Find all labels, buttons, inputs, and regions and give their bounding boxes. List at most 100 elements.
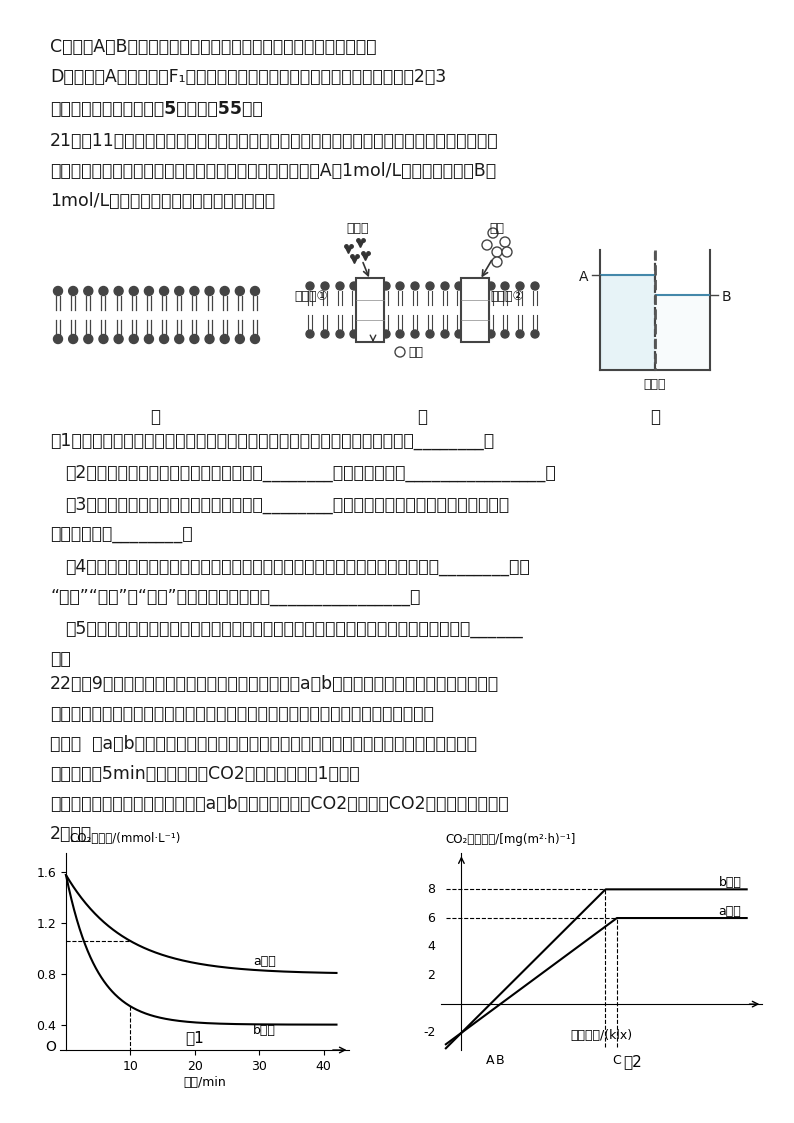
Text: 1mol/L的乳酸溶液，请据图回答以下问题：: 1mol/L的乳酸溶液，请据图回答以下问题：: [50, 192, 276, 210]
Text: 实验（假设两组实验在相同且适宜的温度下进行，且忽略光照对呼吸作用的影响）。: 实验（假设两组实验在相同且适宜的温度下进行，且忽略光照对呼吸作用的影响）。: [50, 705, 434, 723]
Circle shape: [306, 282, 314, 290]
Circle shape: [68, 286, 78, 295]
Circle shape: [516, 282, 524, 290]
Circle shape: [160, 286, 168, 295]
Circle shape: [455, 330, 463, 338]
Circle shape: [250, 286, 260, 295]
Text: D．让果蜗A与实验二中F₁代褐眼雄果蜗杂交，其后代出现褐眼果蜗的概率是2／3: D．让果蜗A与实验二中F₁代褐眼雄果蜗杂交，其后代出现褐眼果蜗的概率是2／3: [50, 69, 446, 86]
Circle shape: [382, 330, 390, 338]
Text: （5）如果把图乙的磷脂分子在空气和水的界面上单分子连续排列，则其表面积大约是其______: （5）如果把图乙的磷脂分子在空气和水的界面上单分子连续排列，则其表面积大约是其_…: [65, 620, 522, 638]
Circle shape: [99, 335, 108, 344]
Circle shape: [84, 286, 93, 295]
Text: 4: 4: [428, 940, 435, 953]
Text: A: A: [579, 270, 588, 284]
Circle shape: [441, 330, 449, 338]
Circle shape: [205, 286, 214, 295]
Circle shape: [336, 282, 344, 290]
Text: CO₂的吸收量/[mg(m²·h)⁻¹]: CO₂的吸收量/[mg(m²·h)⁻¹]: [446, 833, 576, 847]
Circle shape: [220, 286, 229, 295]
Circle shape: [68, 335, 78, 344]
Text: 实验二给予不同强度的光照，测定a、b两种植物叶片的CO2吸收量和CO2释放量，结果如图: 实验二给予不同强度的光照，测定a、b两种植物叶片的CO2吸收量和CO2释放量，结…: [50, 795, 509, 813]
Text: -2: -2: [423, 1026, 435, 1039]
Text: （4）如果用图甲所示人工膜作为图丙中的半透膜，则液面不再变化时，左侧液面________（填: （4）如果用图甲所示人工膜作为图丙中的半透膜，则液面不再变化时，左侧液面____…: [65, 558, 530, 576]
Circle shape: [426, 282, 434, 290]
Circle shape: [53, 286, 63, 295]
Circle shape: [395, 347, 405, 357]
Text: 半透膜: 半透膜: [644, 378, 666, 391]
Text: 甲: 甲: [150, 408, 160, 426]
Text: （3）将图乙所示细胞置于蒸馏水中，由于________，该细胞会吸水涨破，溢出细胞外的主: （3）将图乙所示细胞置于蒸馏水中，由于________，该细胞会吸水涨破，溢出细…: [65, 496, 509, 514]
Text: 要物质应该是________。: 要物质应该是________。: [50, 526, 193, 544]
Circle shape: [382, 282, 390, 290]
Circle shape: [175, 286, 183, 295]
Text: C．果蜗A、B为不同的突变类型，突变后的基因均有一定的致死效应: C．果蜗A、B为不同的突变类型，突变后的基因均有一定的致死效应: [50, 38, 376, 56]
Text: 测量付每陈5min测定小室中的CO2浓度，结果如图1所示。: 测量付每陈5min测定小室中的CO2浓度，结果如图1所示。: [50, 765, 360, 783]
Text: 8: 8: [427, 883, 435, 896]
Text: B: B: [722, 290, 731, 304]
Circle shape: [426, 330, 434, 338]
Text: （2）图乙中，葡萄糖进入红细胞的方式是________，判断的依据是________________。: （2）图乙中，葡萄糖进入红细胞的方式是________，判断的依据是______…: [65, 464, 556, 482]
Circle shape: [500, 237, 510, 247]
Text: 实验一  将a、b两种植物的叶片分别放置在相同的密闭小室中，给予充足的光照，利用红外: 实验一 将a、b两种植物的叶片分别放置在相同的密闭小室中，给予充足的光照，利用红…: [50, 734, 477, 754]
Circle shape: [53, 335, 63, 344]
Text: 蛋白质①: 蛋白质①: [295, 290, 328, 302]
Circle shape: [455, 282, 463, 290]
Circle shape: [492, 247, 502, 257]
Text: 丙: 丙: [650, 408, 660, 426]
Circle shape: [220, 335, 229, 344]
Text: 葡萄糖: 葡萄糖: [347, 222, 369, 235]
Text: 三、非选择题：本题包括5小题，全55分。: 三、非选择题：本题包括5小题，全55分。: [50, 100, 263, 118]
Text: 图1: 图1: [186, 1030, 204, 1044]
Circle shape: [350, 282, 358, 290]
Circle shape: [501, 282, 509, 290]
Text: 6: 6: [428, 912, 435, 924]
Text: O: O: [45, 1041, 56, 1054]
Circle shape: [350, 330, 358, 338]
Text: 21．（11分）如图所示，图甲为由磷脂分子合成的人工膜的结构示意图，图乙为人的成熟红细: 21．（11分）如图所示，图甲为由磷脂分子合成的人工膜的结构示意图，图乙为人的成…: [50, 133, 499, 150]
Text: a植物: a植物: [719, 905, 742, 919]
Text: 蛋白质②: 蛋白质②: [490, 290, 524, 302]
Text: “高于”“低于”或“等于”）右侧液面，原因是________________。: “高于”“低于”或“等于”）右侧液面，原因是________________。: [50, 588, 420, 606]
Circle shape: [250, 335, 260, 344]
Circle shape: [396, 282, 404, 290]
Circle shape: [321, 330, 329, 338]
Bar: [356, 279, 384, 343]
Text: 2所示。: 2所示。: [50, 825, 92, 843]
Circle shape: [492, 257, 502, 267]
Text: A: A: [486, 1054, 495, 1067]
Circle shape: [84, 335, 93, 344]
Text: b植物: b植物: [719, 876, 742, 889]
Circle shape: [396, 330, 404, 338]
X-axis label: 光照强度/(klx): 光照强度/(klx): [570, 1029, 633, 1042]
Text: 胞膜的结构示意图及葡萄糖和乳酸的跨膜运输情况，图丙中A为1mol/L的葡萄糖溶液，B为: 胞膜的结构示意图及葡萄糖和乳酸的跨膜运输情况，图丙中A为1mol/L的葡萄糖溶液…: [50, 162, 496, 180]
Circle shape: [411, 282, 419, 290]
Text: （1）分析质壁分离及复原实验原理，图丙中半透膜模拟的是洋葱鹾片叶细胞的________。: （1）分析质壁分离及复原实验原理，图丙中半透膜模拟的是洋葱鹾片叶细胞的_____…: [50, 432, 494, 450]
Text: 乙: 乙: [417, 408, 427, 426]
Circle shape: [175, 335, 183, 344]
Circle shape: [129, 286, 138, 295]
X-axis label: 时间/min: 时间/min: [183, 1076, 225, 1088]
Circle shape: [306, 330, 314, 338]
Circle shape: [99, 286, 108, 295]
Text: 22．（9分）某学校生物研究小组利用叶面积相等的a、b两种植物的叶片分别进行了以下两组: 22．（9分）某学校生物研究小组利用叶面积相等的a、b两种植物的叶片分别进行了以…: [50, 675, 499, 693]
Text: b植物: b植物: [252, 1024, 276, 1038]
Text: a植物: a植物: [252, 955, 276, 968]
Circle shape: [160, 335, 168, 344]
Circle shape: [531, 282, 539, 290]
Circle shape: [145, 335, 153, 344]
Circle shape: [190, 286, 198, 295]
Circle shape: [190, 335, 198, 344]
Text: C: C: [612, 1054, 621, 1067]
Circle shape: [336, 330, 344, 338]
Circle shape: [129, 335, 138, 344]
Text: B: B: [496, 1054, 504, 1067]
Text: CO₂的浓度/(mmol·L⁻¹): CO₂的浓度/(mmol·L⁻¹): [69, 832, 180, 844]
Text: 倍。: 倍。: [50, 650, 71, 668]
Circle shape: [501, 330, 509, 338]
Text: 乳酸: 乳酸: [489, 222, 504, 235]
Circle shape: [502, 247, 512, 257]
Text: 2: 2: [428, 969, 435, 982]
Circle shape: [531, 330, 539, 338]
Circle shape: [487, 282, 495, 290]
Text: 能量: 能量: [408, 346, 423, 358]
